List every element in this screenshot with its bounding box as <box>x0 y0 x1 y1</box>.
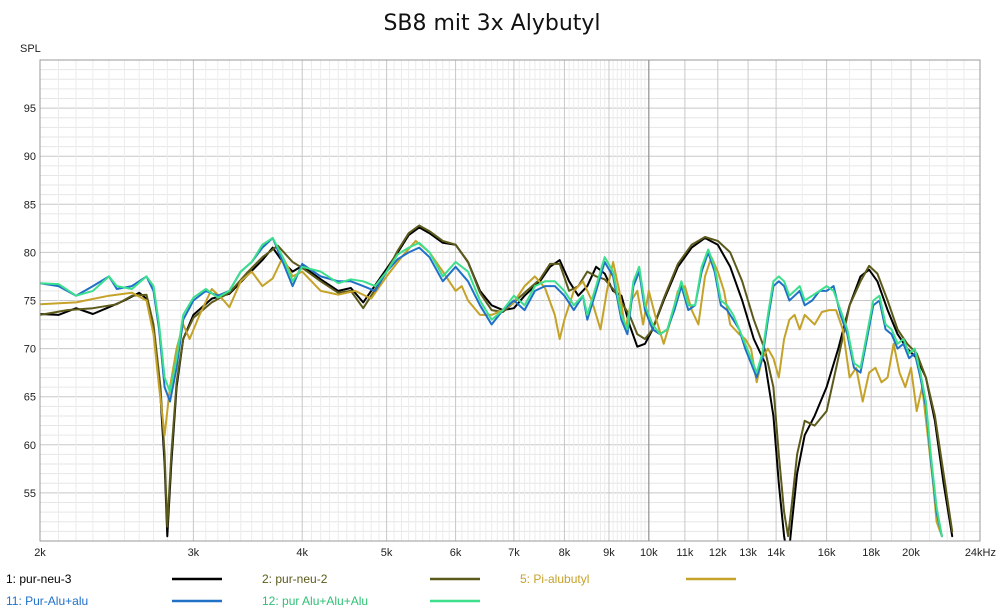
legend-label: 12: pur Alu+Alu+Alu <box>262 594 368 608</box>
legend-label: 1: pur-neu-3 <box>6 572 72 586</box>
legend-label: 5: Pi-alubutyl <box>520 572 589 586</box>
x-tick-label: 13k <box>739 547 757 559</box>
y-tick-label: 60 <box>24 440 36 452</box>
series-line <box>40 224 954 538</box>
plot-frame <box>39 59 981 542</box>
y-tick-label: 80 <box>24 247 36 259</box>
x-tick-labels: 2k 3k 4k 5k 6k 7k 8k 9k 10k 11k 12k 13k 14k 16k 18k 20k… <box>34 547 996 559</box>
x-tick-label: 11k <box>676 547 693 559</box>
legend-label: 11: Pur-Alu+alu <box>6 594 88 608</box>
y-tick-label: 95 <box>24 103 36 115</box>
x-tick-label: 16k <box>818 547 836 559</box>
y-tick-label: 90 <box>24 151 36 163</box>
y-tick-label: 75 <box>24 296 36 308</box>
y-tick-labels: 55 60 65 70 75 80 85 90 95 <box>24 103 36 500</box>
x-tick-label: 24kHz <box>965 547 996 559</box>
series-line <box>40 237 943 538</box>
y-tick-label: 65 <box>24 392 36 404</box>
x-tick-label: 3k <box>188 547 200 559</box>
x-tick-label: 4k <box>296 547 308 559</box>
y-tick-label: 85 <box>24 199 36 211</box>
x-tick-label: 2k <box>34 547 46 559</box>
grid-lines <box>39 59 981 542</box>
x-tick-label: 5k <box>381 547 393 559</box>
x-tick-label: 12k <box>709 547 727 559</box>
legend-label: 2: pur-neu-2 <box>262 572 328 586</box>
x-tick-label: 20k <box>902 547 920 559</box>
x-tick-label: 9k <box>603 547 615 559</box>
x-tick-label: 7k <box>508 547 520 559</box>
legend: 1: pur-neu-3 2: pur-neu-2 5: Pi-alubutyl 11… <box>6 572 736 608</box>
series-lines <box>40 224 954 541</box>
x-tick-label: 6k <box>450 547 462 559</box>
y-tick-label: 70 <box>24 344 36 356</box>
chart-title: SB8 mit 3x Alybutyl <box>383 11 600 36</box>
x-tick-label: 10k <box>640 547 658 559</box>
x-tick-label: 8k <box>559 547 571 559</box>
x-tick-label: 14k <box>767 547 785 559</box>
y-tick-label: 55 <box>24 488 36 500</box>
x-tick-label: 18k <box>862 547 880 559</box>
y-axis-label: SPL <box>20 43 41 55</box>
